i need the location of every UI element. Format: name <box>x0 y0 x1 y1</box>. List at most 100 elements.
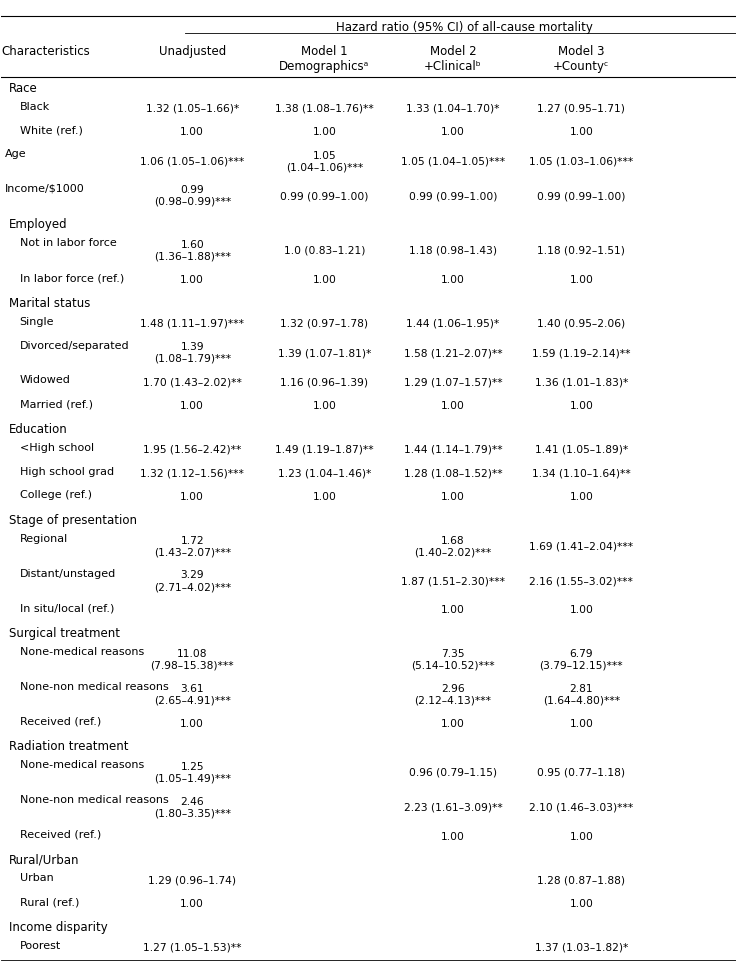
Text: 2.23 (1.61–3.09)**: 2.23 (1.61–3.09)** <box>404 802 503 812</box>
Text: Divorced/separated: Divorced/separated <box>20 341 130 350</box>
Text: 7.35
(5.14–10.52)***: 7.35 (5.14–10.52)*** <box>411 649 495 671</box>
Text: 1.06 (1.05–1.06)***: 1.06 (1.05–1.06)*** <box>140 157 245 166</box>
Text: 1.00: 1.00 <box>570 718 593 729</box>
Text: 1.23 (1.04–1.46)*: 1.23 (1.04–1.46)* <box>278 469 371 478</box>
Text: 1.00: 1.00 <box>441 493 465 502</box>
Text: 1.27 (1.05–1.53)**: 1.27 (1.05–1.53)** <box>143 943 242 953</box>
Text: 3.61
(2.65–4.91)***: 3.61 (2.65–4.91)*** <box>154 683 231 705</box>
Text: 1.41 (1.05–1.89)*: 1.41 (1.05–1.89)* <box>535 445 628 455</box>
Text: 1.70 (1.43–2.02)**: 1.70 (1.43–2.02)** <box>143 378 242 387</box>
Text: Received (ref.): Received (ref.) <box>20 716 101 727</box>
Text: 1.00: 1.00 <box>441 275 465 286</box>
Text: None-medical reasons: None-medical reasons <box>20 648 144 657</box>
Text: 3.29
(2.71–4.02)***: 3.29 (2.71–4.02)*** <box>154 570 231 592</box>
Text: 1.32 (1.05–1.66)*: 1.32 (1.05–1.66)* <box>146 104 239 113</box>
Text: 1.44 (1.14–1.79)**: 1.44 (1.14–1.79)** <box>404 445 502 455</box>
Text: 1.58 (1.21–2.07)**: 1.58 (1.21–2.07)** <box>404 348 502 358</box>
Text: 1.28 (1.08–1.52)**: 1.28 (1.08–1.52)** <box>404 469 502 478</box>
Text: 1.05
(1.04–1.06)***: 1.05 (1.04–1.06)*** <box>286 151 363 172</box>
Text: 1.36 (1.01–1.83)*: 1.36 (1.01–1.83)* <box>535 378 628 387</box>
Text: 1.34 (1.10–1.64)**: 1.34 (1.10–1.64)** <box>532 469 631 478</box>
Text: Unadjusted: Unadjusted <box>158 45 226 58</box>
Text: 1.00: 1.00 <box>570 401 593 411</box>
Text: 1.00: 1.00 <box>570 832 593 842</box>
Text: <High school: <High school <box>20 442 94 453</box>
Text: College (ref.): College (ref.) <box>20 490 91 500</box>
Text: 1.28 (0.87–1.88): 1.28 (0.87–1.88) <box>537 875 626 886</box>
Text: High school grad: High school grad <box>20 467 114 476</box>
Text: 1.49 (1.19–1.87)**: 1.49 (1.19–1.87)** <box>275 445 374 455</box>
Text: 1.00: 1.00 <box>312 493 336 502</box>
Text: 1.00: 1.00 <box>181 128 204 137</box>
Text: 1.39
(1.08–1.79)***: 1.39 (1.08–1.79)*** <box>154 343 231 364</box>
Text: None-non medical reasons: None-non medical reasons <box>20 681 169 692</box>
Text: 1.00: 1.00 <box>570 899 593 909</box>
Text: Rural (ref.): Rural (ref.) <box>20 897 79 907</box>
Text: Urban: Urban <box>20 873 54 884</box>
Text: 2.16 (1.55–3.02)***: 2.16 (1.55–3.02)*** <box>529 576 633 587</box>
Text: 1.32 (1.12–1.56)***: 1.32 (1.12–1.56)*** <box>140 469 244 478</box>
Text: Surgical treatment: Surgical treatment <box>9 627 119 640</box>
Text: 1.00: 1.00 <box>181 899 204 909</box>
Text: Radiation treatment: Radiation treatment <box>9 741 128 753</box>
Text: 1.18 (0.92–1.51): 1.18 (0.92–1.51) <box>537 246 626 256</box>
Text: 1.72
(1.43–2.07)***: 1.72 (1.43–2.07)*** <box>154 535 231 558</box>
Text: 1.29 (1.07–1.57)**: 1.29 (1.07–1.57)** <box>404 378 502 387</box>
Text: Education: Education <box>9 423 68 436</box>
Text: Income/$1000: Income/$1000 <box>5 184 85 194</box>
Text: Rural/Urban: Rural/Urban <box>9 854 80 866</box>
Text: 1.60
(1.36–1.88)***: 1.60 (1.36–1.88)*** <box>154 240 231 261</box>
Text: 2.10 (1.46–3.03)***: 2.10 (1.46–3.03)*** <box>529 802 634 812</box>
Text: 1.00: 1.00 <box>570 275 593 286</box>
Text: 1.69 (1.41–2.04)***: 1.69 (1.41–2.04)*** <box>529 541 634 552</box>
Text: Single: Single <box>20 317 55 327</box>
Text: Race: Race <box>9 81 38 95</box>
Text: 1.44 (1.06–1.95)*: 1.44 (1.06–1.95)* <box>406 318 500 329</box>
Text: 1.59 (1.19–2.14)**: 1.59 (1.19–2.14)** <box>532 348 631 358</box>
Text: 1.32 (0.97–1.78): 1.32 (0.97–1.78) <box>281 318 368 329</box>
Text: Characteristics: Characteristics <box>1 45 90 58</box>
Text: 1.33 (1.04–1.70)*: 1.33 (1.04–1.70)* <box>406 104 500 113</box>
Text: 1.05 (1.03–1.06)***: 1.05 (1.03–1.06)*** <box>529 157 634 166</box>
Text: 0.95 (0.77–1.18): 0.95 (0.77–1.18) <box>537 768 626 778</box>
Text: 1.48 (1.11–1.97)***: 1.48 (1.11–1.97)*** <box>140 318 244 329</box>
Text: Distant/unstaged: Distant/unstaged <box>20 569 116 579</box>
Text: 1.00: 1.00 <box>181 493 204 502</box>
Text: 1.00: 1.00 <box>441 401 465 411</box>
Text: 1.00: 1.00 <box>181 401 204 411</box>
Text: 1.00: 1.00 <box>570 605 593 616</box>
Text: 0.99
(0.98–0.99)***: 0.99 (0.98–0.99)*** <box>153 186 231 207</box>
Text: 1.18 (0.98–1.43): 1.18 (0.98–1.43) <box>409 246 497 256</box>
Text: None-non medical reasons: None-non medical reasons <box>20 795 169 805</box>
Text: Not in labor force: Not in labor force <box>20 238 116 249</box>
Text: 1.25
(1.05–1.49)***: 1.25 (1.05–1.49)*** <box>154 762 231 784</box>
Text: Regional: Regional <box>20 534 68 544</box>
Text: 1.16 (0.96–1.39): 1.16 (0.96–1.39) <box>281 378 368 387</box>
Text: 1.00: 1.00 <box>312 275 336 286</box>
Text: Widowed: Widowed <box>20 376 71 385</box>
Text: Black: Black <box>20 102 50 111</box>
Text: 1.68
(1.40–2.02)***: 1.68 (1.40–2.02)*** <box>414 535 492 558</box>
Text: 6.79
(3.79–12.15)***: 6.79 (3.79–12.15)*** <box>539 649 624 671</box>
Text: 1.00: 1.00 <box>441 718 465 729</box>
Text: 1.87 (1.51–2.30)***: 1.87 (1.51–2.30)*** <box>401 576 505 587</box>
Text: 1.00: 1.00 <box>312 128 336 137</box>
Text: 0.99 (0.99–1.00): 0.99 (0.99–1.00) <box>537 192 626 201</box>
Text: 11.08
(7.98–15.38)***: 11.08 (7.98–15.38)*** <box>150 649 234 671</box>
Text: 1.00: 1.00 <box>570 128 593 137</box>
Text: Model 1
Demographicsᵃ: Model 1 Demographicsᵃ <box>279 45 369 73</box>
Text: Employed: Employed <box>9 219 67 231</box>
Text: Marital status: Marital status <box>9 297 90 310</box>
Text: None-medical reasons: None-medical reasons <box>20 760 144 771</box>
Text: Income disparity: Income disparity <box>9 921 108 934</box>
Text: Received (ref.): Received (ref.) <box>20 830 101 839</box>
Text: 2.81
(1.64–4.80)***: 2.81 (1.64–4.80)*** <box>543 683 620 705</box>
Text: Age: Age <box>5 149 27 159</box>
Text: 1.00: 1.00 <box>441 832 465 842</box>
Text: 1.05 (1.04–1.05)***: 1.05 (1.04–1.05)*** <box>401 157 505 166</box>
Text: In labor force (ref.): In labor force (ref.) <box>20 273 124 283</box>
Text: White (ref.): White (ref.) <box>20 125 83 136</box>
Text: Stage of presentation: Stage of presentation <box>9 514 137 527</box>
Text: 1.27 (0.95–1.71): 1.27 (0.95–1.71) <box>537 104 626 113</box>
Text: Model 3
+Countyᶜ: Model 3 +Countyᶜ <box>553 45 609 73</box>
